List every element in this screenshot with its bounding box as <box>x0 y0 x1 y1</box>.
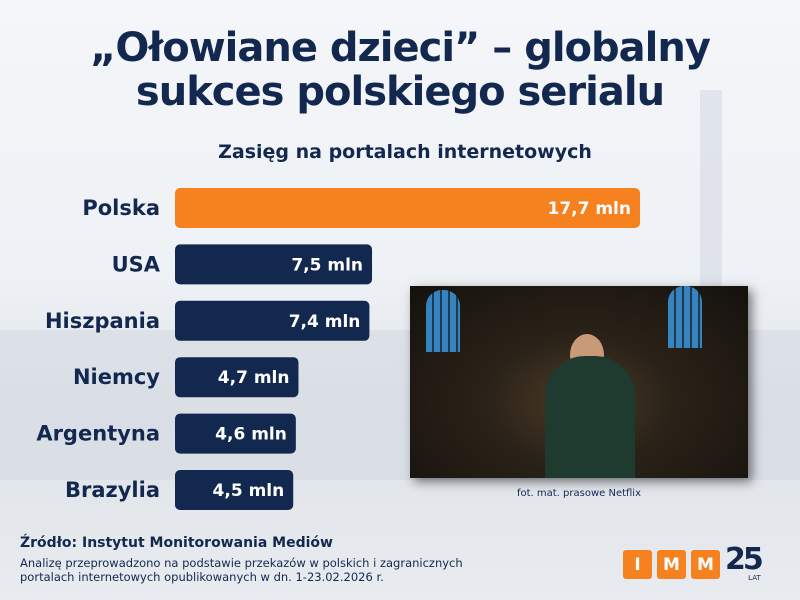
bar-polska <box>175 188 640 228</box>
bar-chart: Polska 17,7 mln USA 7,5 mln Hiszpania 7,4 mln… <box>36 188 640 510</box>
category-label: Brazylia <box>65 478 160 502</box>
chart-subtitle: Zasięg na portalach internetowych <box>218 141 592 163</box>
value-label: 17,7 mln <box>547 199 631 219</box>
category-label: USA <box>112 252 161 276</box>
source-title: Źródło: Instytut Monitorowania Mediów <box>20 535 333 551</box>
bar-hiszpania <box>175 300 370 341</box>
bar-brazylia <box>175 470 294 510</box>
value-label: 7,4 mln <box>289 312 361 332</box>
value-label: 4,5 mln <box>213 481 285 501</box>
logo-letter: M <box>657 550 686 579</box>
value-label: 7,5 mln <box>291 255 363 275</box>
imm-logo: I M M 25 LAT <box>623 542 764 583</box>
category-label: Hiszpania <box>45 309 160 333</box>
logo-letter: I <box>623 550 652 579</box>
page-title: „Ołowiane dzieci” – globalny sukces polsk… <box>90 25 711 115</box>
photo-caption: fot. mat. prasowe Netflix <box>516 488 642 499</box>
logo-anniversary: 25 LAT <box>725 542 764 583</box>
bar-usa <box>175 244 373 285</box>
bar-argentyna <box>175 413 296 454</box>
value-label: 4,7 mln <box>218 368 290 388</box>
bar-niemcy <box>175 357 299 398</box>
value-label: 4,6 mln <box>215 425 287 445</box>
source-note: Analizę przeprowadzono na podstawie prze… <box>20 556 463 584</box>
category-label: Argentyna <box>36 422 160 446</box>
logo-letter: M <box>691 550 720 579</box>
category-label: Polska <box>82 196 160 220</box>
series-photo <box>410 286 748 478</box>
category-label: Niemcy <box>73 365 160 389</box>
